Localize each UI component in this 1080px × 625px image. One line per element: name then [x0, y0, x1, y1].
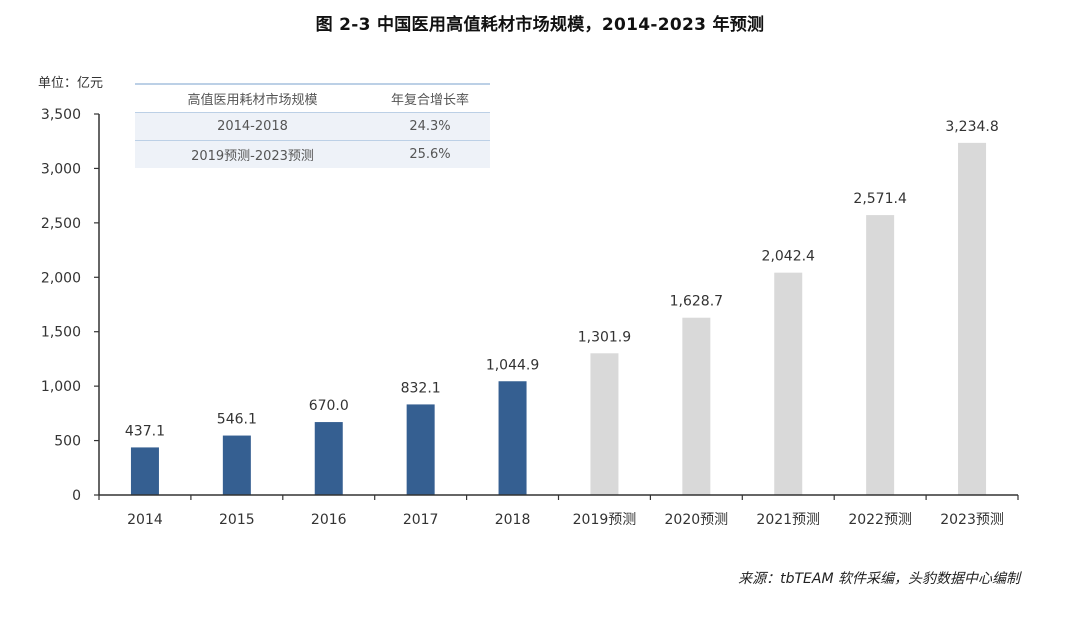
y-axis-ticks: 0 500 1,000 1,500 2,000 2,500 3,000 3,500 — [41, 107, 99, 504]
bar-forecast — [958, 142, 987, 496]
bar-actual — [406, 404, 435, 495]
x-tick-label: 2017 — [403, 512, 439, 528]
y-tick-label: 3,500 — [41, 107, 81, 123]
cagr-header-range: 高值医用耗材市场规模 — [135, 83, 370, 113]
bar-value-label: 3,234.8 — [945, 119, 998, 135]
bar-actual — [314, 422, 343, 495]
cagr-row-rate: 25.6% — [370, 140, 490, 168]
y-tick-label: 3,000 — [41, 161, 81, 177]
bar-value-label: 2,571.4 — [853, 191, 907, 207]
bar-value-label: 1,044.9 — [486, 357, 539, 373]
cagr-row-range: 2014-2018 — [135, 112, 370, 141]
bar-actual — [222, 435, 251, 495]
x-tick-label: 2023预测 — [940, 512, 1004, 528]
y-tick-label: 0 — [72, 488, 81, 504]
bar-value-label: 670.0 — [309, 398, 349, 414]
y-tick-label: 2,000 — [41, 270, 81, 286]
bar-forecast — [866, 215, 895, 495]
y-tick-label: 500 — [54, 434, 81, 450]
unit-label: 单位：亿元 — [38, 76, 104, 91]
bar-value-label: 437.1 — [125, 423, 165, 439]
bar-value-label: 1,301.9 — [578, 329, 631, 345]
cagr-row-range: 2019预测-2023预测 — [135, 140, 370, 168]
bars — [130, 142, 987, 496]
x-tick-label: 2021预测 — [756, 512, 820, 528]
x-tick-label: 2019预测 — [573, 512, 637, 528]
bar-forecast — [682, 317, 711, 495]
x-tick-label: 2020预测 — [665, 512, 729, 528]
y-tick-label: 2,500 — [41, 216, 81, 232]
bar-forecast — [590, 353, 619, 495]
y-tick-label: 1,000 — [41, 379, 81, 395]
source-note: 来源：tbTEAM 软件采编，头豹数据中心编制 — [738, 571, 1020, 587]
cagr-table-row: 2014-2018 24.3% — [135, 112, 490, 141]
x-tick-label: 2018 — [495, 512, 531, 528]
bar-actual — [130, 447, 159, 495]
bar-value-label: 832.1 — [401, 380, 441, 396]
x-tick-label: 2015 — [219, 512, 255, 528]
y-tick-label: 1,500 — [41, 325, 81, 341]
bar-forecast — [774, 272, 803, 495]
bar-value-label: 2,042.4 — [762, 249, 816, 265]
cagr-table: 高值医用耗材市场规模 年复合增长率 2014-2018 24.3% 2019预测… — [135, 83, 490, 168]
cagr-header-rate: 年复合增长率 — [370, 83, 490, 113]
cagr-row-rate: 24.3% — [370, 112, 490, 141]
bar-value-label: 546.1 — [217, 412, 257, 428]
cagr-table-header: 高值医用耗材市场规模 年复合增长率 — [135, 83, 490, 113]
bar-actual — [498, 381, 527, 495]
value-labels: 437.1 546.1 670.0 832.1 1,044.9 1,301.9 1,628.… — [125, 119, 999, 440]
chart-title: 图 2-3 中国医用高值耗材市场规模，2014-2023 年预测 — [315, 15, 765, 35]
x-tick-label: 2016 — [311, 512, 347, 528]
x-tick-label: 2014 — [127, 512, 163, 528]
cagr-table-row: 2019预测-2023预测 25.6% — [135, 140, 490, 168]
x-axis-ticks: 2014 2015 2016 2017 2018 2019预测 2020预测 2021预测 20… — [98, 495, 1019, 528]
x-tick-label: 2022预测 — [848, 512, 912, 528]
bar-value-label: 1,628.7 — [670, 294, 723, 310]
